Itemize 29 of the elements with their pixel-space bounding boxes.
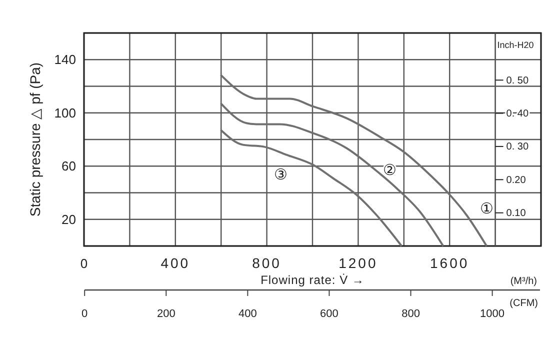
y-tick-label: 140 [54,52,76,68]
x2-tick-label: 1000 [480,308,505,320]
y-tick-label: 100 [54,105,76,120]
line-series [220,102,444,247]
x-tick-label: 1600 [430,255,470,271]
x-axis-title: Flowing rate: V̇ → [260,273,364,287]
x2-tick-label: 0 [82,308,88,320]
y2-tick-label: 0. 30 [506,142,529,153]
x-tick-label: 0 [80,256,88,271]
x-tick-label: 800 [252,255,282,271]
x-tick-label: 1200 [338,255,378,271]
x2-axis-title: (CFM) [510,298,538,309]
y2-tick-label: 0.10 [506,208,526,220]
series-label: ① [480,200,494,218]
y2-tick-label: 0.20 [506,174,526,186]
x-tick-label: 400 [160,255,190,271]
text: (M³/h) [510,276,537,287]
y2-axis-title: Inch-H20 [497,40,534,50]
line-series [220,128,403,247]
x2-tick-label: 600 [320,308,338,320]
y2-tick-label: 0. 50 [506,75,529,86]
series-label: ③ [274,166,287,184]
y-tick-label: 60 [62,158,76,174]
y-axis-title: Static pressure △ pf (Pa) [27,62,43,217]
x2-tick-label: 200 [156,308,176,320]
x2-tick-label: 400 [238,308,257,320]
series-label: ② [382,162,396,179]
y-tick-label: 20 [62,212,76,227]
x2-tick-label: 800 [402,308,420,320]
